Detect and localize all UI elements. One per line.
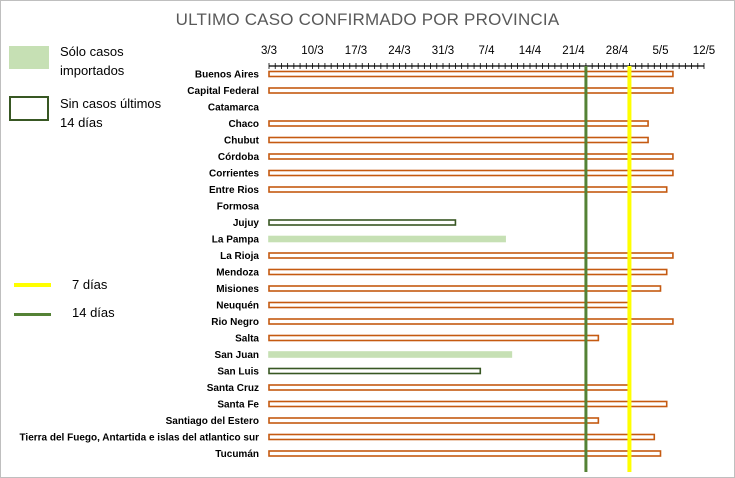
x-tick-label: 7/4 bbox=[479, 45, 496, 57]
category-label: Tucumán bbox=[215, 449, 259, 460]
legend-7-days-label: 7 días bbox=[72, 277, 108, 292]
category-label: Santiago del Estero bbox=[166, 416, 259, 427]
legend-14-days-label: 14 días bbox=[72, 305, 115, 320]
category-label: Formosa bbox=[217, 202, 260, 213]
category-label: Buenos Aires bbox=[195, 70, 260, 81]
category-label: Rio Negro bbox=[211, 317, 259, 328]
bar-11 bbox=[268, 252, 674, 259]
x-tick-label: 10/3 bbox=[301, 45, 323, 57]
x-tick-label: 14/4 bbox=[519, 45, 542, 57]
category-label: Salta bbox=[235, 334, 259, 345]
bar-10 bbox=[268, 235, 506, 243]
category-label: Capital Federal bbox=[187, 86, 259, 97]
category-label: Jujuy bbox=[233, 218, 260, 229]
bar-3 bbox=[268, 120, 649, 127]
legend-no-cases-label-2: 14 días bbox=[60, 115, 103, 130]
category-label: Mendoza bbox=[216, 268, 259, 279]
legend-7-days-line bbox=[14, 283, 51, 287]
category-label: Neuquén bbox=[216, 301, 259, 312]
category-label: Chubut bbox=[224, 136, 260, 147]
legend-no-cases-label-1: Sin casos últimos bbox=[60, 96, 162, 111]
bar-16 bbox=[268, 334, 600, 342]
bar-21 bbox=[268, 417, 600, 424]
legend-no-cases-swatch bbox=[9, 96, 49, 121]
category-label: Misiones bbox=[216, 284, 259, 295]
bar-20 bbox=[268, 400, 668, 408]
legend-14-days-line bbox=[14, 313, 51, 316]
x-tick-label: 31/3 bbox=[432, 45, 454, 57]
category-label: Santa Cruz bbox=[207, 383, 259, 394]
category-label: Santa Fe bbox=[217, 400, 259, 411]
category-label: San Juan bbox=[215, 350, 259, 361]
legend-imported-label-2: importados bbox=[60, 63, 125, 78]
bar-12 bbox=[268, 268, 668, 276]
legend-imported-label-1: Sólo casos bbox=[60, 44, 124, 59]
x-tick-label: 28/4 bbox=[606, 45, 629, 57]
x-tick-label: 12/5 bbox=[693, 45, 715, 57]
x-tick-label: 24/3 bbox=[388, 45, 410, 57]
bar-9 bbox=[268, 219, 457, 226]
x-tick-label: 17/3 bbox=[345, 45, 367, 57]
bar-17 bbox=[268, 351, 513, 358]
bar-23 bbox=[268, 450, 662, 457]
bar-6 bbox=[268, 169, 674, 177]
category-label: Corrientes bbox=[209, 169, 259, 180]
bar-7 bbox=[268, 186, 668, 193]
x-tick-label: 3/3 bbox=[261, 45, 277, 57]
category-label: Córdoba bbox=[218, 152, 260, 163]
bar-19 bbox=[268, 384, 631, 391]
category-label: Chaco bbox=[228, 119, 259, 130]
bar-4 bbox=[268, 136, 649, 144]
x-tick-label: 5/5 bbox=[653, 45, 669, 57]
category-label: Tierra del Fuego, Antartida e islas del … bbox=[19, 433, 259, 444]
category-label: San Luis bbox=[217, 367, 259, 378]
bar-0 bbox=[268, 70, 674, 78]
bar-18 bbox=[268, 367, 482, 375]
bar-5 bbox=[268, 153, 674, 160]
bar-1 bbox=[268, 87, 674, 94]
bar-15 bbox=[268, 318, 674, 325]
category-label: La Pampa bbox=[212, 235, 260, 246]
chart-title: ULTIMO CASO CONFIRMADO POR PROVINCIA bbox=[175, 10, 560, 29]
category-label: La Rioja bbox=[220, 251, 259, 262]
x-tick-label: 21/4 bbox=[562, 45, 585, 57]
category-label: Entre Rios bbox=[209, 185, 259, 196]
bar-13 bbox=[268, 285, 662, 292]
bar-22 bbox=[268, 433, 656, 441]
bar-14 bbox=[268, 301, 631, 309]
category-label: Catamarca bbox=[208, 103, 260, 114]
legend-imported-swatch bbox=[9, 46, 49, 69]
